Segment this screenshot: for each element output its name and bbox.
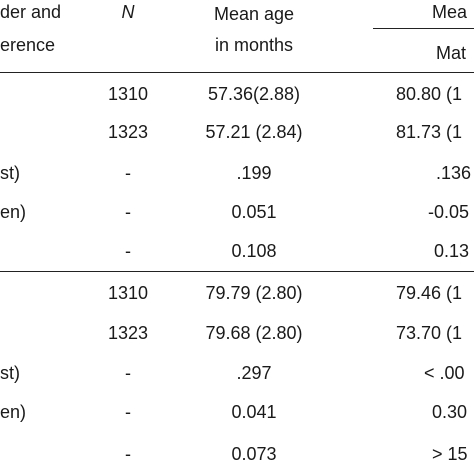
row-5-age: 0.108 (231, 241, 277, 261)
row-7-n: 1323 (107, 323, 149, 343)
header-rule (0, 72, 474, 73)
row-8-n: - (125, 363, 131, 383)
row-6-n: 1310 (107, 283, 149, 303)
row-1-age: 57.36(2.88) (207, 84, 301, 104)
row-8-mean: < .00 (424, 363, 465, 383)
row-1-n: 1310 (107, 84, 149, 104)
row-5-n: - (125, 241, 131, 261)
header-col0-line1: der and (0, 2, 62, 22)
row-3-mean: .136 (436, 163, 472, 183)
row-1-mean: 80.80 (1 (396, 84, 463, 104)
header-age-line2: in months (214, 35, 294, 55)
row-8-label: st) (0, 363, 20, 383)
row-3-age: .199 (236, 163, 272, 183)
row-8-age: .297 (236, 363, 272, 383)
row-9-mean: 0.30 (432, 402, 468, 422)
row-10-age: 0.073 (231, 444, 277, 464)
row-10-mean: > 15 (432, 444, 468, 464)
row-2-age: 57.21 (2.84) (205, 122, 303, 142)
header-mean-sub: Mat (436, 43, 467, 63)
row-6-age: 79.79 (2.80) (205, 283, 303, 303)
row-5-mean: 0.13 (434, 241, 470, 261)
header-age-line1: Mean age (213, 4, 295, 24)
section-rule (0, 271, 474, 272)
row-7-age: 79.68 (2.80) (205, 323, 303, 343)
row-2-mean: 81.73 (1 (396, 122, 463, 142)
row-3-n: - (125, 163, 131, 183)
header-col0-line2: erence (0, 35, 56, 55)
header-subrule (373, 28, 474, 29)
row-6-mean: 79.46 (1 (396, 283, 463, 303)
row-4-n: - (125, 202, 131, 222)
row-9-n: - (125, 402, 131, 422)
row-7-mean: 73.70 (1 (396, 323, 463, 343)
row-4-mean: -0.05 (428, 202, 470, 222)
header-n: N (121, 2, 135, 22)
row-2-n: 1323 (107, 122, 149, 142)
row-3-label: st) (0, 163, 20, 183)
header-mean: Mea (432, 2, 468, 22)
row-9-age: 0.041 (231, 402, 277, 422)
row-9-label: en) (0, 402, 27, 422)
row-4-label: en) (0, 202, 27, 222)
row-4-age: 0.051 (231, 202, 277, 222)
row-10-n: - (125, 444, 131, 464)
